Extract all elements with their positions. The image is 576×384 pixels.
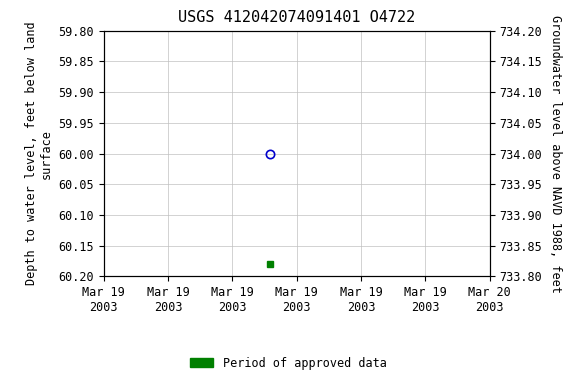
Y-axis label: Groundwater level above NAVD 1988, feet: Groundwater level above NAVD 1988, feet	[548, 15, 562, 293]
Legend: Period of approved data: Period of approved data	[185, 352, 391, 374]
Title: USGS 412042074091401 O4722: USGS 412042074091401 O4722	[178, 10, 415, 25]
Y-axis label: Depth to water level, feet below land
surface: Depth to water level, feet below land su…	[25, 22, 53, 285]
